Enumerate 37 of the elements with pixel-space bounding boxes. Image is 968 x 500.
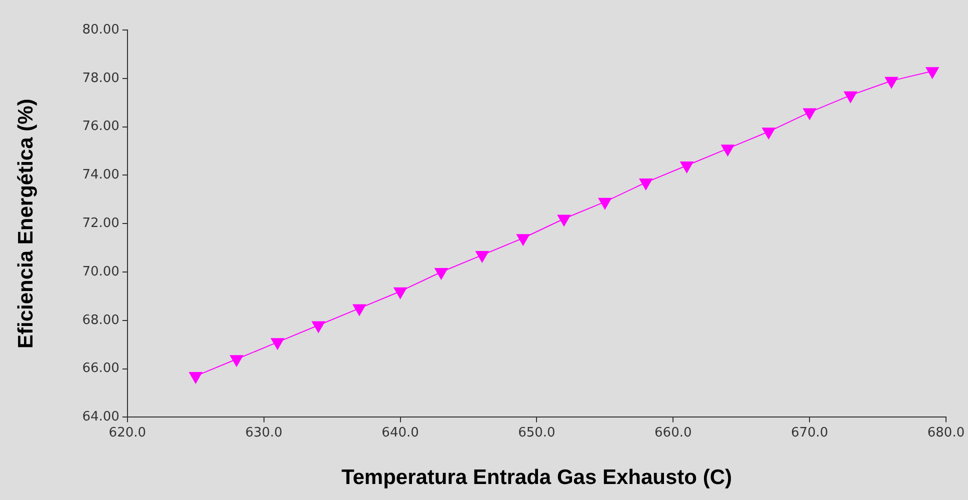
point	[721, 144, 734, 156]
point	[476, 251, 489, 263]
x-tick-label: 650.0	[518, 425, 556, 440]
y-tick-label: 80.00	[82, 22, 120, 38]
point	[230, 355, 244, 367]
point	[598, 198, 612, 210]
y-tick-label: 74.00	[82, 168, 120, 183]
x-tick-label: 680.0	[927, 425, 965, 440]
x-axis-title: Temperatura Entrada Gas Exhausto (C)	[341, 466, 732, 490]
x-tick-label: 640.0	[382, 425, 419, 440]
point	[762, 128, 776, 140]
y-tick-label: 66.00	[82, 361, 120, 376]
y-tick-label: 78.00	[82, 70, 120, 86]
y-axis-title: Eficiencia Energética (%)	[14, 98, 38, 348]
point	[844, 91, 858, 103]
x-tick-label: 670.0	[790, 425, 828, 440]
point	[680, 162, 694, 174]
y-tick-label: 70.00	[82, 264, 120, 280]
point	[270, 338, 284, 350]
y-tick-label: 64.00	[82, 410, 120, 425]
x-tick-label: 660.0	[654, 425, 692, 440]
y-tick-label: 72.00	[82, 216, 120, 231]
y-tick-label: 68.00	[82, 312, 120, 328]
point	[516, 234, 530, 246]
x-tick-label: 630.0	[245, 425, 282, 440]
point	[803, 108, 816, 120]
point	[884, 76, 898, 88]
x-tick-label: 620.0	[108, 425, 146, 440]
point	[639, 178, 652, 190]
point	[394, 287, 407, 299]
point	[434, 268, 448, 280]
point	[312, 321, 325, 333]
point	[557, 214, 571, 226]
y-tick-label: 76.00	[82, 119, 120, 134]
point	[352, 304, 366, 316]
point	[926, 67, 939, 79]
point	[189, 372, 202, 384]
